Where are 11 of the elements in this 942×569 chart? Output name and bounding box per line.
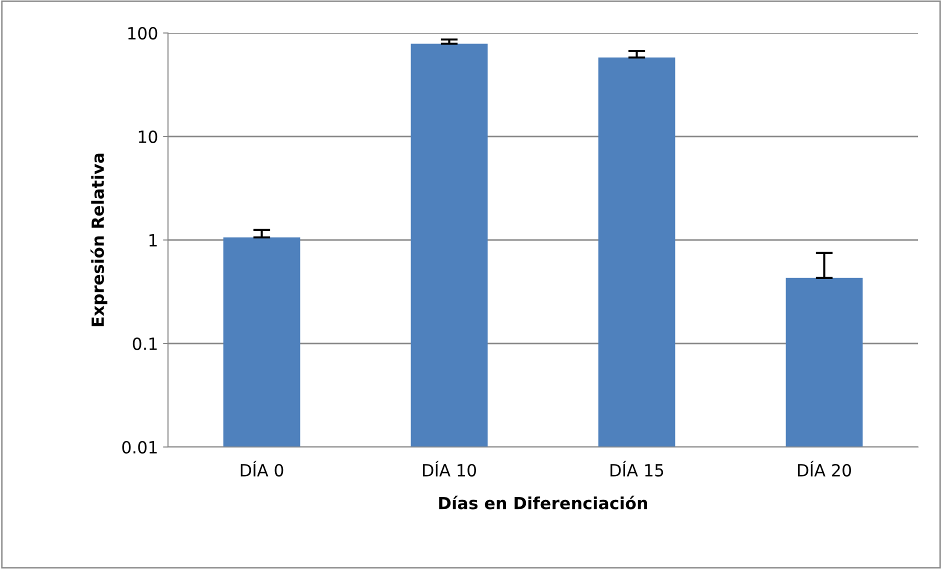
x-tick-label: DÍA 15 — [610, 460, 664, 477]
y-tick-label: 100 — [128, 26, 158, 40]
x-axis-title: Días en Diferenciación — [439, 496, 648, 510]
x-tick-label: DÍA 10 — [423, 460, 476, 477]
x-tick-label: DÍA 20 — [798, 460, 851, 477]
y-tick-label: 0.1 — [132, 337, 157, 350]
y-tick-label: 1 — [150, 234, 157, 246]
y-tick-label: 10 — [138, 130, 158, 144]
y-tick-label: 0.01 — [122, 440, 157, 454]
y-axis-title: Expresión Relativa — [90, 154, 108, 326]
x-tick-label: DÍA 0 — [240, 460, 284, 477]
